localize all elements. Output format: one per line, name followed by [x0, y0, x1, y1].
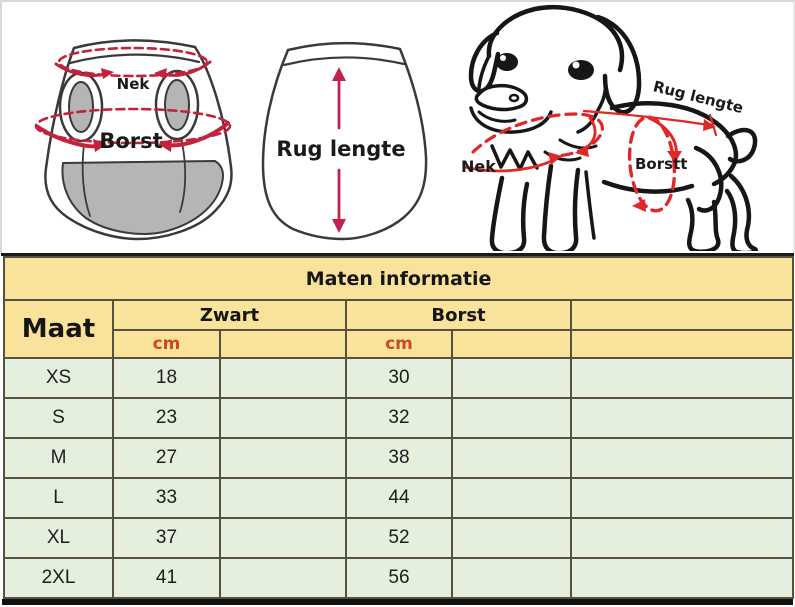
size-cell: L	[3, 477, 114, 519]
size-cell: M	[3, 437, 114, 479]
dog-chin-line	[469, 106, 553, 134]
unit-label-zwart: cm	[112, 329, 221, 359]
chest-arrowhead-left	[93, 139, 107, 152]
dog-chest-measure-ellipse	[627, 115, 677, 213]
unit-label-borst: cm	[345, 329, 453, 359]
dog-head-outline	[486, 5, 625, 73]
table-row-m: M 27 38	[3, 437, 795, 479]
size-cell: XL	[3, 517, 114, 559]
table-row-xs: XS 18 30	[3, 357, 795, 399]
dog-chest-fur	[490, 144, 539, 171]
zwart-cm-cell: 41	[112, 557, 221, 599]
borst-cm-cell: 52	[345, 517, 453, 559]
dog-belly-line	[601, 179, 695, 194]
zwart-cm-cell: 33	[112, 477, 221, 519]
neck-arrowhead-left	[101, 68, 114, 79]
borst-cm-cell: 56	[345, 557, 453, 599]
size-column-header: Maat	[3, 299, 114, 359]
garment-front-diagram: Nek Borst	[34, 39, 233, 241]
borst-cm-cell: 32	[345, 397, 453, 439]
diagrams-canvas: Nek Borst Rug lengte	[34, 5, 759, 256]
size-table: Maten informatie Maat Zwart Borst cm cm …	[2, 256, 795, 599]
dog-front-leg-left	[489, 175, 530, 256]
group-header-empty	[569, 299, 795, 331]
back-length-arrowhead-up	[332, 67, 346, 81]
garment-front-belly-panel	[61, 160, 224, 235]
section-divider	[1, 253, 794, 256]
dog-neck-label: Nek	[461, 157, 496, 176]
dog-back-length-arrowhead	[703, 119, 716, 131]
zwart-cm-cell: 23	[112, 397, 221, 439]
neck-arrowhead-right	[154, 68, 167, 79]
garment-back-diagram: Rug lengte	[261, 41, 428, 241]
dog-measure-overlays	[463, 109, 718, 213]
dog-ear-right	[595, 14, 642, 115]
table-row-l: L 33 44	[3, 477, 795, 519]
dog-back-line	[609, 101, 739, 187]
measurement-diagrams: Nek Borst Rug lengte	[0, 0, 795, 256]
dog-back-length-line	[582, 109, 710, 127]
neck-measure-ellipse	[57, 46, 209, 78]
dog-hind-leg-far	[724, 173, 759, 256]
dog-front-leg-right	[541, 163, 581, 256]
dog-hind-leg-near	[685, 197, 721, 254]
garment-back-collar-line	[282, 56, 406, 67]
dog-ear-left	[468, 30, 501, 94]
dog-neck-arrowhead	[548, 152, 562, 165]
table-title: Maten informatie	[2, 256, 795, 301]
dog-chest-arrowhead	[667, 151, 682, 163]
borst-cm-cell: 44	[345, 477, 453, 519]
garment-front-collar-line	[68, 53, 201, 65]
zwart-cm-cell: 37	[112, 517, 221, 559]
size-cell: 2XL	[3, 557, 114, 599]
back-length-arrowhead-down	[332, 219, 346, 233]
dog-chest-label: Borstt	[635, 155, 687, 173]
borst-cm-cell: 38	[345, 437, 453, 479]
dog-eye-right	[568, 60, 594, 80]
size-cell: S	[3, 397, 114, 439]
group-header-borst: Borst	[345, 299, 572, 331]
bottom-border	[2, 599, 793, 605]
size-cell: XS	[3, 357, 114, 399]
zwart-cm-cell: 27	[112, 437, 221, 479]
size-table-wrap: Maten informatie Maat Zwart Borst cm cm …	[0, 256, 795, 599]
table-row-s: S 23 32	[3, 397, 795, 439]
zwart-cm-cell: 18	[112, 357, 221, 399]
dog-nose	[474, 84, 529, 112]
group-header-zwart: Zwart	[112, 299, 347, 331]
borst-cm-cell: 30	[345, 357, 453, 399]
chest-arrowhead-right	[158, 139, 172, 152]
garment-front-chest-label: Borst	[99, 129, 162, 153]
table-row-xl: XL 37 52	[3, 517, 795, 559]
table-row-2xl: 2XL 41 56	[3, 557, 795, 599]
garment-back-body	[261, 41, 428, 241]
garment-back-length-label: Rug lengte	[276, 137, 405, 161]
garment-front-neck-label: Nek	[117, 75, 151, 93]
dog-eye-left	[496, 53, 518, 71]
chest-measure-ellipse	[34, 107, 232, 145]
dog-neck-line	[576, 74, 608, 134]
